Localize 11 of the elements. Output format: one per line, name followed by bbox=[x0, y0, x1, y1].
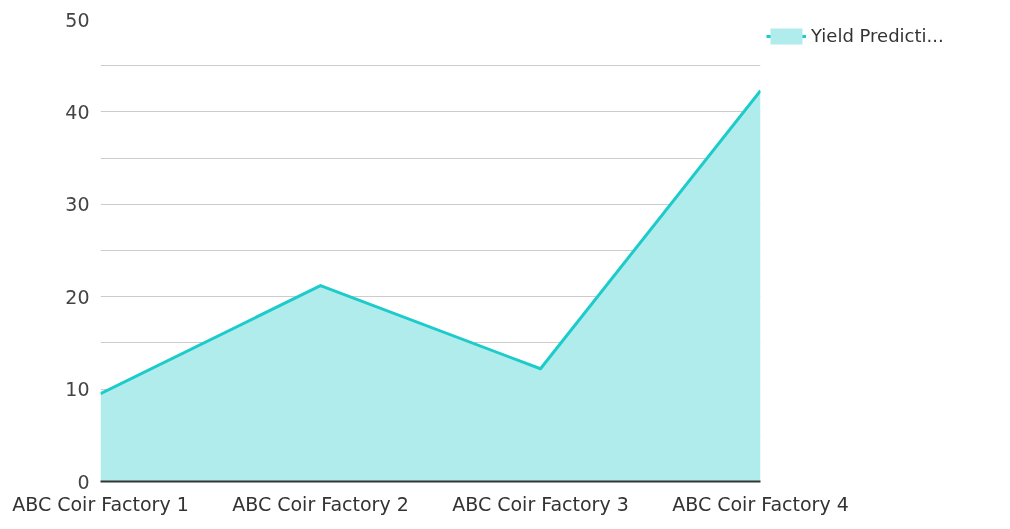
x-tick-label: ABC Coir Factory 2 bbox=[232, 492, 409, 515]
y-tick-label: 10 bbox=[65, 378, 90, 401]
y-tick-label: 40 bbox=[65, 100, 90, 123]
x-tick-label: ABC Coir Factory 1 bbox=[12, 492, 189, 515]
x-tick-label: ABC Coir Factory 4 bbox=[672, 492, 849, 515]
legend-label: Yield Predicti... bbox=[811, 25, 944, 46]
y-tick-label: 20 bbox=[65, 285, 90, 308]
y-tick-label: 50 bbox=[65, 8, 90, 31]
y-tick-label: 30 bbox=[65, 193, 90, 216]
x-tick-label: ABC Coir Factory 3 bbox=[452, 492, 629, 515]
y-tick-label: 0 bbox=[77, 470, 90, 493]
